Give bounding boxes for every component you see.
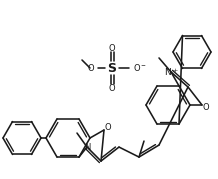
Text: N$^+$: N$^+$ xyxy=(164,66,178,78)
Text: O: O xyxy=(203,103,209,112)
Text: N: N xyxy=(84,142,90,152)
Text: S: S xyxy=(107,62,116,74)
Text: O: O xyxy=(109,83,115,93)
Text: O: O xyxy=(87,64,94,72)
Text: O$^-$: O$^-$ xyxy=(133,62,147,72)
Text: O: O xyxy=(109,43,115,52)
Text: O: O xyxy=(105,124,111,132)
